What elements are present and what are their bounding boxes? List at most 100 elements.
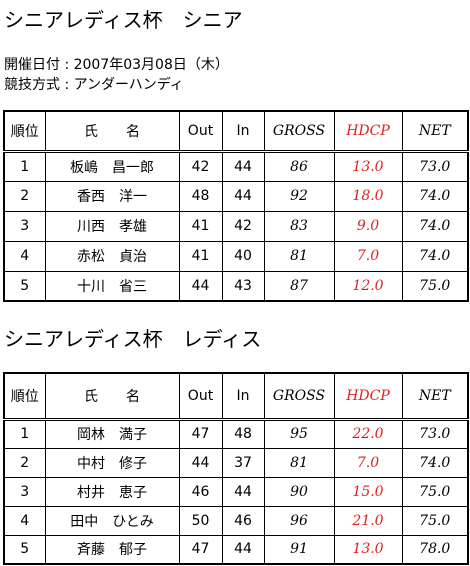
cell: 47 (178, 534, 223, 565)
cell: 2 (3, 447, 46, 478)
cell: 78.0 (401, 534, 469, 565)
data-row: 1 岡林 満子 47 48 95 22.0 73.0 (3, 418, 469, 449)
cell: 5 (3, 534, 46, 565)
cell: 87 (263, 270, 335, 302)
cell: 74.0 (401, 447, 469, 478)
cell: 田中 ひとみ (44, 505, 180, 536)
header-cell: NET (401, 110, 469, 153)
cell: 板嶋 昌一郎 (44, 150, 180, 182)
cell: 村井 恵子 (44, 476, 180, 507)
cell: 13.0 (333, 150, 403, 182)
header-cell: HDCP (333, 372, 403, 421)
data-row: 3 村井 恵子 46 44 90 15.0 75.0 (3, 476, 469, 507)
header-cell: NET (401, 372, 469, 421)
data-row: 2 香西 洋一 48 44 92 18.0 74.0 (3, 180, 469, 212)
cell: 44 (221, 180, 265, 212)
cell: 1 (3, 150, 46, 182)
cell: 9.0 (333, 210, 403, 242)
cell: 4 (3, 505, 46, 536)
cell: 47 (178, 418, 223, 449)
cell: 7.0 (333, 240, 403, 272)
cell: 3 (3, 476, 46, 507)
cell: 42 (221, 210, 265, 242)
cell: 81 (263, 447, 335, 478)
data-row: 4 赤松 貞治 41 40 81 7.0 74.0 (3, 240, 469, 272)
cell: 73.0 (401, 150, 469, 182)
data-row: 4 田中 ひとみ 50 46 96 21.0 75.0 (3, 505, 469, 536)
section-title: シニアレディス杯 レディス (4, 327, 262, 351)
cell: 22.0 (333, 418, 403, 449)
results-table: 順位氏 名 Out In GROSS HDCP NET 1 板嶋 昌一郎 42 44 86 13.0 7… (3, 110, 469, 302)
cell: 46 (178, 476, 223, 507)
cell: 1 (3, 418, 46, 449)
header-cell: HDCP (333, 110, 403, 153)
section-title: シニアレディス杯 シニア (4, 8, 243, 32)
cell: 46 (221, 505, 265, 536)
cell: 37 (221, 447, 265, 478)
header-cell: In (221, 372, 265, 421)
cell: 74.0 (401, 240, 469, 272)
cell: 44 (178, 270, 223, 302)
cell: 赤松 貞治 (44, 240, 180, 272)
cell: 41 (178, 210, 223, 242)
header-cell: Out (178, 110, 223, 153)
cell: 74.0 (401, 210, 469, 242)
cell: 83 (263, 210, 335, 242)
header-cell: 順位 (3, 110, 46, 153)
cell: 90 (263, 476, 335, 507)
data-row: 5 十川 省三 44 43 87 12.0 75.0 (3, 270, 469, 302)
cell: 91 (263, 534, 335, 565)
cell: 86 (263, 150, 335, 182)
header-row: 順位氏 名 Out In GROSS HDCP NET (3, 110, 469, 153)
cell: 81 (263, 240, 335, 272)
cell: 香西 洋一 (44, 180, 180, 212)
header-cell: GROSS (263, 372, 335, 421)
cell: 48 (221, 418, 265, 449)
cell: 7.0 (333, 447, 403, 478)
cell: 95 (263, 418, 335, 449)
cell: 75.0 (401, 505, 469, 536)
cell: 2 (3, 180, 46, 212)
header-cell: 氏 名 (44, 372, 180, 421)
cell: 13.0 (333, 534, 403, 565)
cell: 18.0 (333, 180, 403, 212)
cell: 41 (178, 240, 223, 272)
cell: 5 (3, 270, 46, 302)
cell: 4 (3, 240, 46, 272)
header-cell: In (221, 110, 265, 153)
cell: 75.0 (401, 270, 469, 302)
cell: 44 (221, 476, 265, 507)
cell: 74.0 (401, 180, 469, 212)
cell: 92 (263, 180, 335, 212)
cell: 75.0 (401, 476, 469, 507)
cell: 40 (221, 240, 265, 272)
cell: 3 (3, 210, 46, 242)
cell: 斉藤 郁子 (44, 534, 180, 565)
cell: 44 (178, 447, 223, 478)
cell: 岡林 満子 (44, 418, 180, 449)
cell: 21.0 (333, 505, 403, 536)
cell: 42 (178, 150, 223, 182)
cell: 十川 省三 (44, 270, 180, 302)
header-cell: GROSS (263, 110, 335, 153)
cell: 中村 修子 (44, 447, 180, 478)
cell: 12.0 (333, 270, 403, 302)
header-cell: 順位 (3, 372, 46, 421)
header-cell: 氏 名 (44, 110, 180, 153)
info-line: 競技方式 : アンダーハンディ (4, 77, 184, 93)
cell: 15.0 (333, 476, 403, 507)
results-table: 順位氏 名 Out In GROSS HDCP NET 1 岡林 満子 47 48 95 22.0 73… (3, 372, 469, 565)
cell: 44 (221, 150, 265, 182)
cell: 44 (221, 534, 265, 565)
cell: 73.0 (401, 418, 469, 449)
header-row: 順位氏 名 Out In GROSS HDCP NET (3, 372, 469, 421)
cell: 川西 孝雄 (44, 210, 180, 242)
data-row: 3 川西 孝雄 41 42 83 9.0 74.0 (3, 210, 469, 242)
info-line: 開催日付 : 2007年03月08日（木） (4, 57, 229, 73)
cell: 96 (263, 505, 335, 536)
cell: 43 (221, 270, 265, 302)
data-row: 5 斉藤 郁子 47 44 91 13.0 78.0 (3, 534, 469, 565)
data-row: 2 中村 修子 44 37 81 7.0 74.0 (3, 447, 469, 478)
cell: 50 (178, 505, 223, 536)
